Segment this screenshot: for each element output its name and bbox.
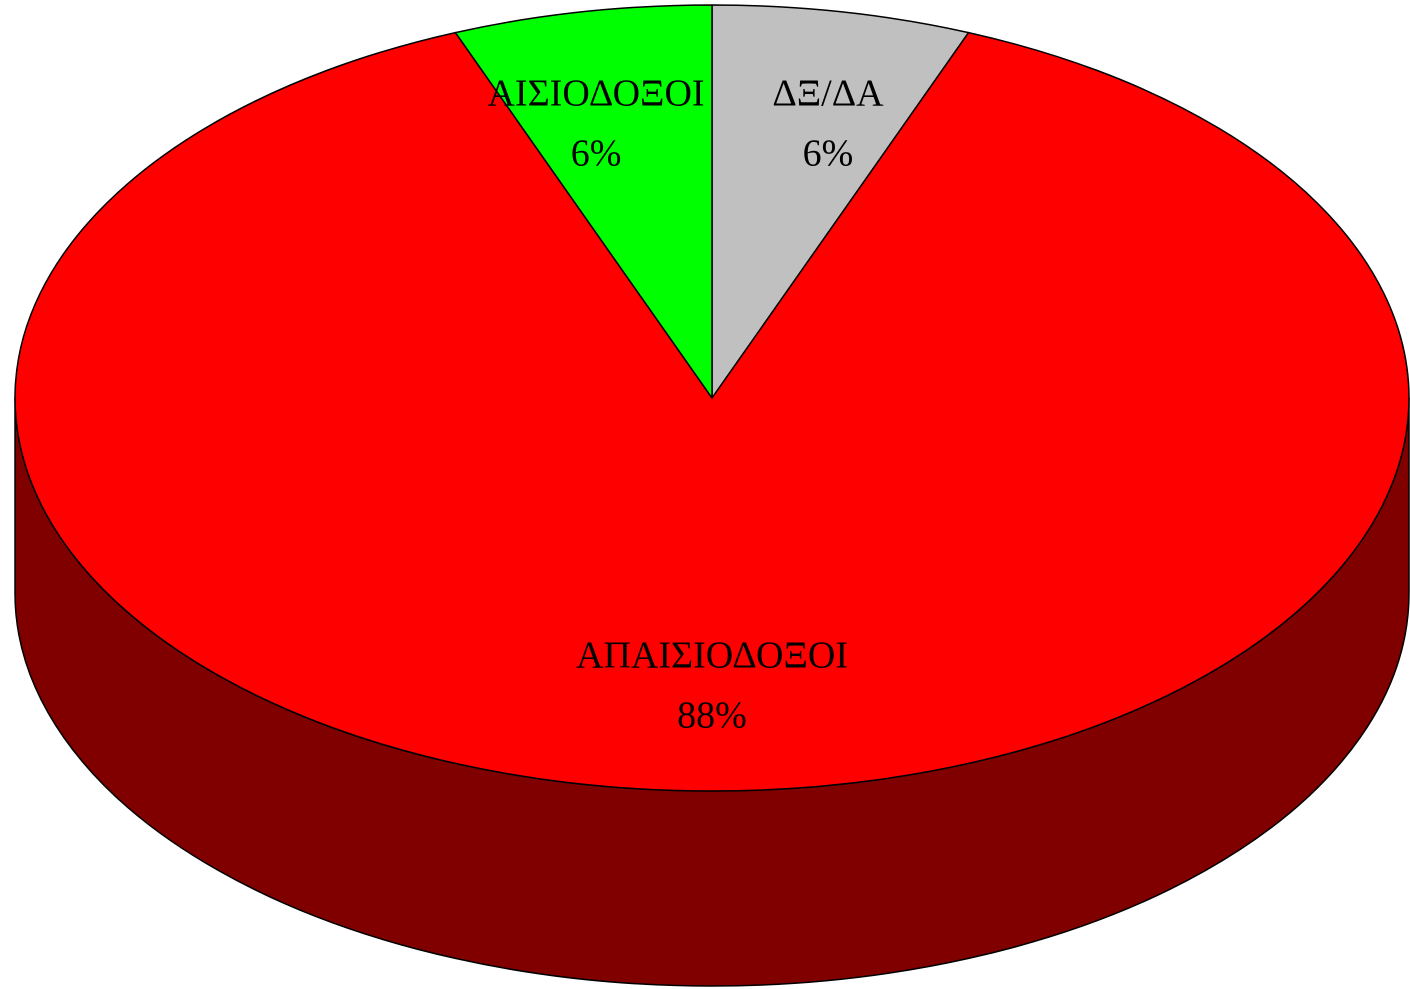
slice-label: ΔΞ/ΔΑ <box>772 73 884 115</box>
pie-slice <box>14 31 1410 792</box>
slice-label: ΑΠΑΙΣΙΟΔΟΞΟΙ <box>576 635 848 677</box>
slice-value-label: 6% <box>571 133 622 175</box>
pie-slice <box>711 4 970 399</box>
slice-label: ΑΙΣΙΟΔΟΞΟΙ <box>487 73 704 115</box>
slice-value-label: 88% <box>677 695 747 737</box>
slice-value-label: 6% <box>803 133 854 175</box>
pie-slice <box>454 4 713 399</box>
